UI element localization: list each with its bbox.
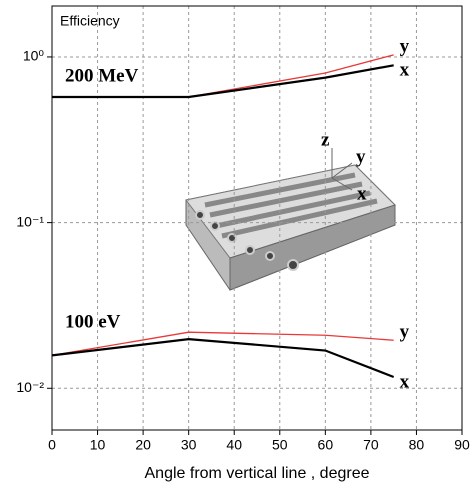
series-label: x <box>400 371 410 392</box>
x-tick-label: 80 <box>409 437 425 453</box>
annotation: 100 eV <box>65 311 121 332</box>
detector-inset <box>186 148 395 290</box>
x-tick-label: 10 <box>90 437 106 453</box>
inset-axis-label: z <box>321 129 330 150</box>
x-tick-label: 20 <box>135 437 151 453</box>
y-tick-label: 10⁻¹ <box>16 213 44 229</box>
chart: 0 10 20 30 40 50 60 70 80 90 10⁰ 10⁻¹ 10⁻² Angle from… <box>0 0 474 486</box>
x-tick-label: 40 <box>226 437 242 453</box>
series-label: y <box>400 36 410 57</box>
x-tick-label: 90 <box>454 437 470 453</box>
x-axis-label: Angle from vertical line , degree <box>145 465 370 482</box>
inset-axis-label: y <box>356 146 366 167</box>
y-tick-label: 10⁻² <box>16 379 44 395</box>
x-tick-label: 30 <box>181 437 197 453</box>
y-tick-label: 10⁰ <box>23 48 45 64</box>
x-tick-label: 50 <box>272 437 288 453</box>
series-line <box>52 339 394 377</box>
series-line <box>52 332 394 355</box>
annotation: Efficiency <box>60 13 120 29</box>
x-tick-label: 0 <box>48 437 56 453</box>
inset-axis-label: x <box>357 183 367 204</box>
series-label: x <box>400 60 410 81</box>
annotation: 200 MeV <box>65 65 139 86</box>
x-tick-label: 70 <box>363 437 379 453</box>
series-label: y <box>400 322 410 343</box>
x-tick-label: 60 <box>318 437 334 453</box>
